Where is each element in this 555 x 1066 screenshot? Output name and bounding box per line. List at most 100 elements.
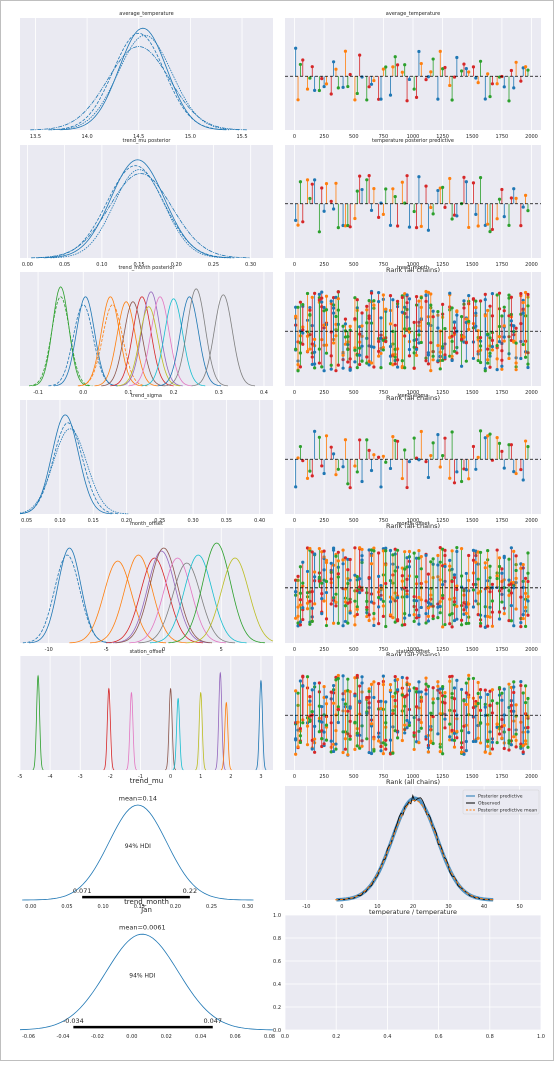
density-curve: [50, 169, 228, 259]
rank-marker: [308, 196, 312, 201]
rank-marker: [358, 591, 362, 595]
x-tick-label: 1250: [436, 262, 449, 268]
rank-marker: [403, 723, 407, 727]
rank-marker: [372, 749, 376, 753]
rank-marker: [346, 677, 350, 681]
x-tick-label: 0.1: [124, 390, 132, 396]
rank-marker: [360, 675, 364, 679]
rank-marker: [343, 317, 348, 321]
density-curve: [149, 554, 247, 644]
rank-marker: [419, 567, 423, 571]
rank-marker: [377, 699, 381, 704]
rank-marker: [417, 299, 421, 303]
rank-marker: [358, 577, 362, 581]
rank-marker: [474, 560, 478, 564]
rank-marker: [403, 201, 407, 205]
density-curve: [22, 804, 254, 901]
rank-marker: [523, 193, 528, 197]
rank-marker: [334, 554, 338, 558]
rank-marker: [507, 739, 511, 743]
rank-marker: [305, 87, 310, 91]
rank-marker: [348, 72, 352, 77]
rank-marker: [478, 721, 483, 725]
rank-marker: [322, 209, 326, 213]
density-curve: [214, 671, 226, 771]
rank-marker: [369, 682, 374, 686]
rank-marker: [365, 308, 369, 312]
rank-marker: [358, 53, 362, 57]
rank-marker: [426, 684, 431, 688]
rank-marker: [500, 367, 504, 371]
rank-marker: [336, 467, 340, 471]
rank-marker: [490, 292, 495, 296]
rank-marker: [509, 703, 513, 708]
rank-marker: [353, 296, 357, 300]
rank-marker: [355, 353, 359, 357]
rank-marker: [308, 546, 312, 551]
rank-marker: [419, 224, 423, 228]
rank-marker: [400, 70, 404, 74]
rank-marker: [443, 564, 447, 569]
rank-marker: [490, 599, 495, 603]
x-tick-label: -1: [138, 774, 143, 780]
x-tick-label: 1250: [436, 134, 449, 140]
rank-marker: [467, 621, 471, 625]
x-tick-label: 0.10: [54, 518, 65, 524]
rank-marker: [476, 680, 480, 685]
rank-marker: [429, 341, 433, 345]
rank-marker: [353, 573, 357, 577]
rank-marker: [348, 734, 352, 738]
rank-marker: [521, 750, 525, 754]
rank-marker: [443, 717, 447, 721]
rank-marker: [305, 349, 310, 353]
rank-marker: [476, 550, 480, 554]
rank-marker: [464, 681, 468, 685]
rank-marker: [455, 729, 459, 733]
rank-marker: [403, 366, 407, 370]
rank-marker: [313, 429, 317, 433]
rank-marker: [497, 617, 502, 621]
x-tick-label: 0.15: [133, 262, 144, 268]
rank-marker: [497, 441, 502, 446]
rank-marker: [308, 347, 312, 351]
rank-marker: [497, 685, 502, 690]
density-curve: [43, 159, 232, 259]
rank-marker: [305, 724, 310, 728]
rank-marker: [467, 578, 471, 583]
rank-marker: [355, 731, 359, 735]
legend-box: [462, 789, 540, 815]
rank-marker: [301, 560, 305, 564]
legend-label: Posterior predictive mean: [478, 808, 537, 814]
rank-marker: [438, 745, 442, 749]
x-tick-label: 500: [349, 518, 359, 524]
rank-marker: [414, 95, 419, 99]
rank-marker: [452, 618, 457, 623]
rank-marker: [450, 98, 454, 102]
rank-marker: [400, 180, 404, 184]
rank-marker: [329, 367, 333, 371]
rank-marker: [305, 607, 310, 611]
rank-marker: [426, 606, 431, 610]
rank-marker: [471, 444, 476, 449]
rank-marker: [486, 548, 490, 553]
rank-marker: [369, 562, 374, 566]
rank-marker: [443, 553, 447, 558]
rank-marker: [334, 604, 338, 608]
density-curve: [172, 697, 184, 771]
rank-marker: [431, 441, 435, 445]
x-tick-label: -5: [18, 774, 23, 780]
rank-marker: [417, 458, 421, 462]
x-tick-label: 40: [481, 904, 487, 910]
rank-marker: [403, 550, 407, 554]
rank-marker: [381, 293, 385, 297]
x-tick-label: 10: [374, 904, 380, 910]
rank-marker: [521, 66, 525, 70]
rank-marker: [348, 706, 352, 710]
x-tick-label: 0.00: [126, 1034, 137, 1040]
x-tick-label: 0.30: [245, 262, 256, 268]
rank-marker: [334, 67, 338, 71]
panel-title: month_offset: [397, 521, 430, 527]
x-tick-label: 3: [259, 774, 262, 780]
rank-marker: [459, 687, 464, 692]
rank-marker: [360, 187, 364, 192]
